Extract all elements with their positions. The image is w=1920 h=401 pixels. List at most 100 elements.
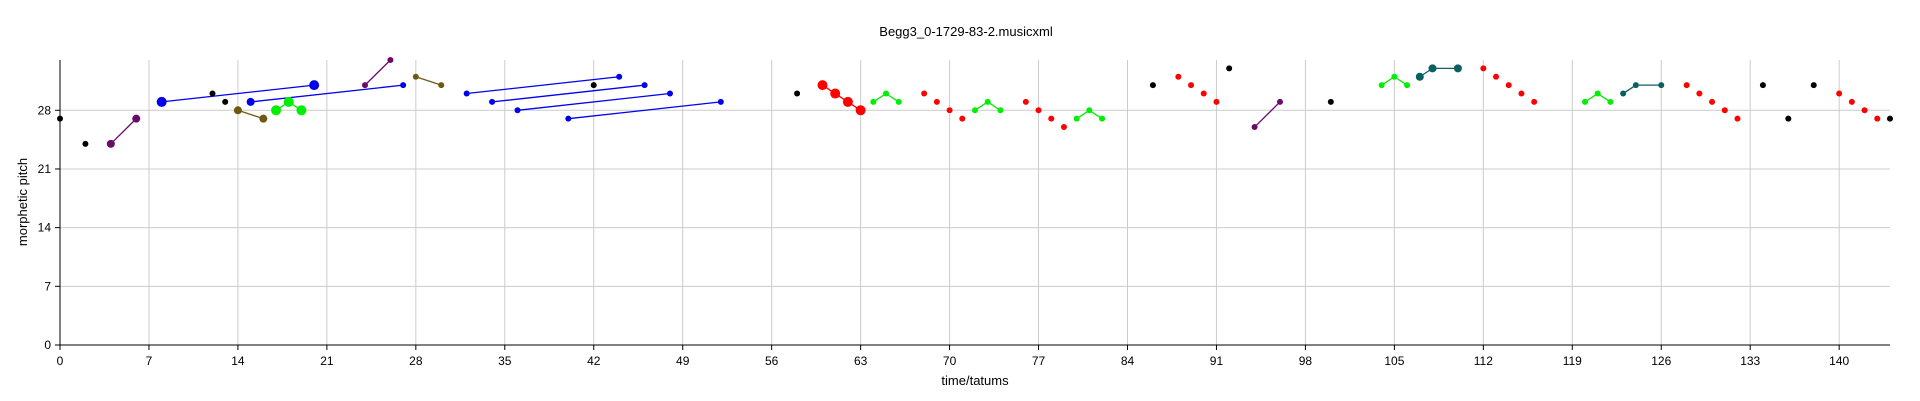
note-point (1696, 90, 1703, 97)
note-point (1188, 82, 1195, 89)
y-tick-label: 7 (44, 279, 51, 293)
note-point (132, 114, 141, 123)
note-point (1099, 115, 1106, 122)
note-point (1327, 98, 1334, 105)
x-tick-label: 42 (587, 354, 601, 368)
note-point (1086, 107, 1093, 114)
pattern-segment (1254, 101, 1281, 128)
note-point (209, 90, 216, 97)
note-point (463, 90, 470, 97)
y-tick-label: 28 (38, 103, 52, 117)
note-point (972, 107, 978, 114)
x-tick-label: 98 (1299, 354, 1313, 368)
note-point (895, 98, 902, 105)
pattern-segment (415, 76, 442, 86)
note-point (1226, 65, 1233, 72)
pattern-segment (250, 84, 404, 103)
y-tick-label: 14 (38, 221, 52, 235)
note-point (1493, 73, 1500, 80)
note-point (933, 98, 940, 105)
note-point (1874, 115, 1881, 122)
note-point (1709, 98, 1716, 105)
pattern-segment (237, 109, 264, 120)
x-tick-label: 28 (409, 354, 423, 368)
note-point (565, 115, 572, 122)
note-point (1175, 73, 1182, 80)
note-point (1149, 82, 1156, 89)
note-point (984, 98, 991, 105)
x-tick-label: 21 (320, 354, 334, 368)
segment-layer (110, 59, 1662, 145)
note-point (1391, 73, 1398, 80)
note-point (1620, 90, 1627, 97)
x-tick-label: 126 (1651, 354, 1671, 368)
x-tick-label: 112 (1474, 354, 1493, 368)
x-tick-label: 91 (1210, 354, 1224, 368)
note-point (667, 90, 673, 97)
note-point (641, 82, 648, 89)
x-axis-label: time/tatums (941, 373, 1009, 388)
pattern-segment (822, 84, 861, 111)
note-point (959, 115, 966, 122)
pattern-segment (161, 84, 315, 103)
note-point (283, 96, 294, 107)
note-point (1277, 98, 1283, 105)
note-point (489, 98, 496, 105)
note-point (1428, 64, 1437, 73)
note-point (1505, 82, 1512, 89)
note-point (1060, 124, 1067, 131)
x-tick-label: 0 (57, 354, 64, 368)
note-point (1480, 65, 1487, 72)
x-tick-label: 77 (1032, 354, 1046, 368)
note-point (1531, 98, 1538, 105)
pattern-segment (466, 76, 620, 95)
note-point (1836, 90, 1843, 97)
note-point (1785, 115, 1792, 122)
note-point (309, 80, 320, 91)
note-point (590, 82, 597, 89)
note-point (717, 98, 724, 105)
note-point (1632, 82, 1639, 89)
note-point (1048, 115, 1055, 122)
pattern-segment (110, 118, 137, 145)
note-point (1518, 90, 1525, 97)
note-point (1658, 82, 1665, 89)
note-point (1594, 90, 1601, 97)
note-point (400, 82, 407, 89)
note-point (271, 105, 282, 116)
x-tick-label: 56 (765, 354, 779, 368)
note-point (222, 98, 229, 105)
x-tick-label: 105 (1384, 354, 1404, 368)
note-point (1415, 72, 1424, 81)
note-point (1887, 115, 1893, 122)
x-tick-label: 84 (1121, 354, 1135, 368)
note-point (1200, 90, 1207, 97)
x-ticks: 0 7 14 21 28 35 42 49 56 63 70 77 84 91 98 105 112 119 126… (57, 345, 1849, 368)
note-point (1848, 98, 1855, 105)
note-point (946, 107, 953, 114)
grid (59, 60, 1890, 346)
note-point (1453, 64, 1462, 73)
x-tick-label: 119 (1563, 354, 1582, 368)
y-tick-label: 0 (44, 338, 51, 352)
note-point (296, 105, 307, 116)
axes (59, 60, 1890, 346)
note-point (1607, 98, 1614, 105)
note-point (1683, 82, 1690, 89)
note-point (438, 82, 445, 89)
note-point (855, 105, 866, 116)
pattern-segment (364, 59, 391, 86)
note-point (997, 107, 1004, 114)
note-point (259, 114, 268, 123)
note-point (1213, 98, 1220, 105)
note-point (362, 82, 368, 89)
x-tick-label: 35 (498, 354, 512, 368)
point-layer (57, 57, 1893, 148)
chart-title: Begg3_0-1729-83-2.musicxml (879, 24, 1053, 39)
y-axis-label: morphetic pitch (15, 158, 30, 246)
note-point (246, 97, 255, 106)
note-point (1810, 82, 1817, 89)
note-point (870, 98, 877, 105)
note-point (1022, 98, 1029, 105)
